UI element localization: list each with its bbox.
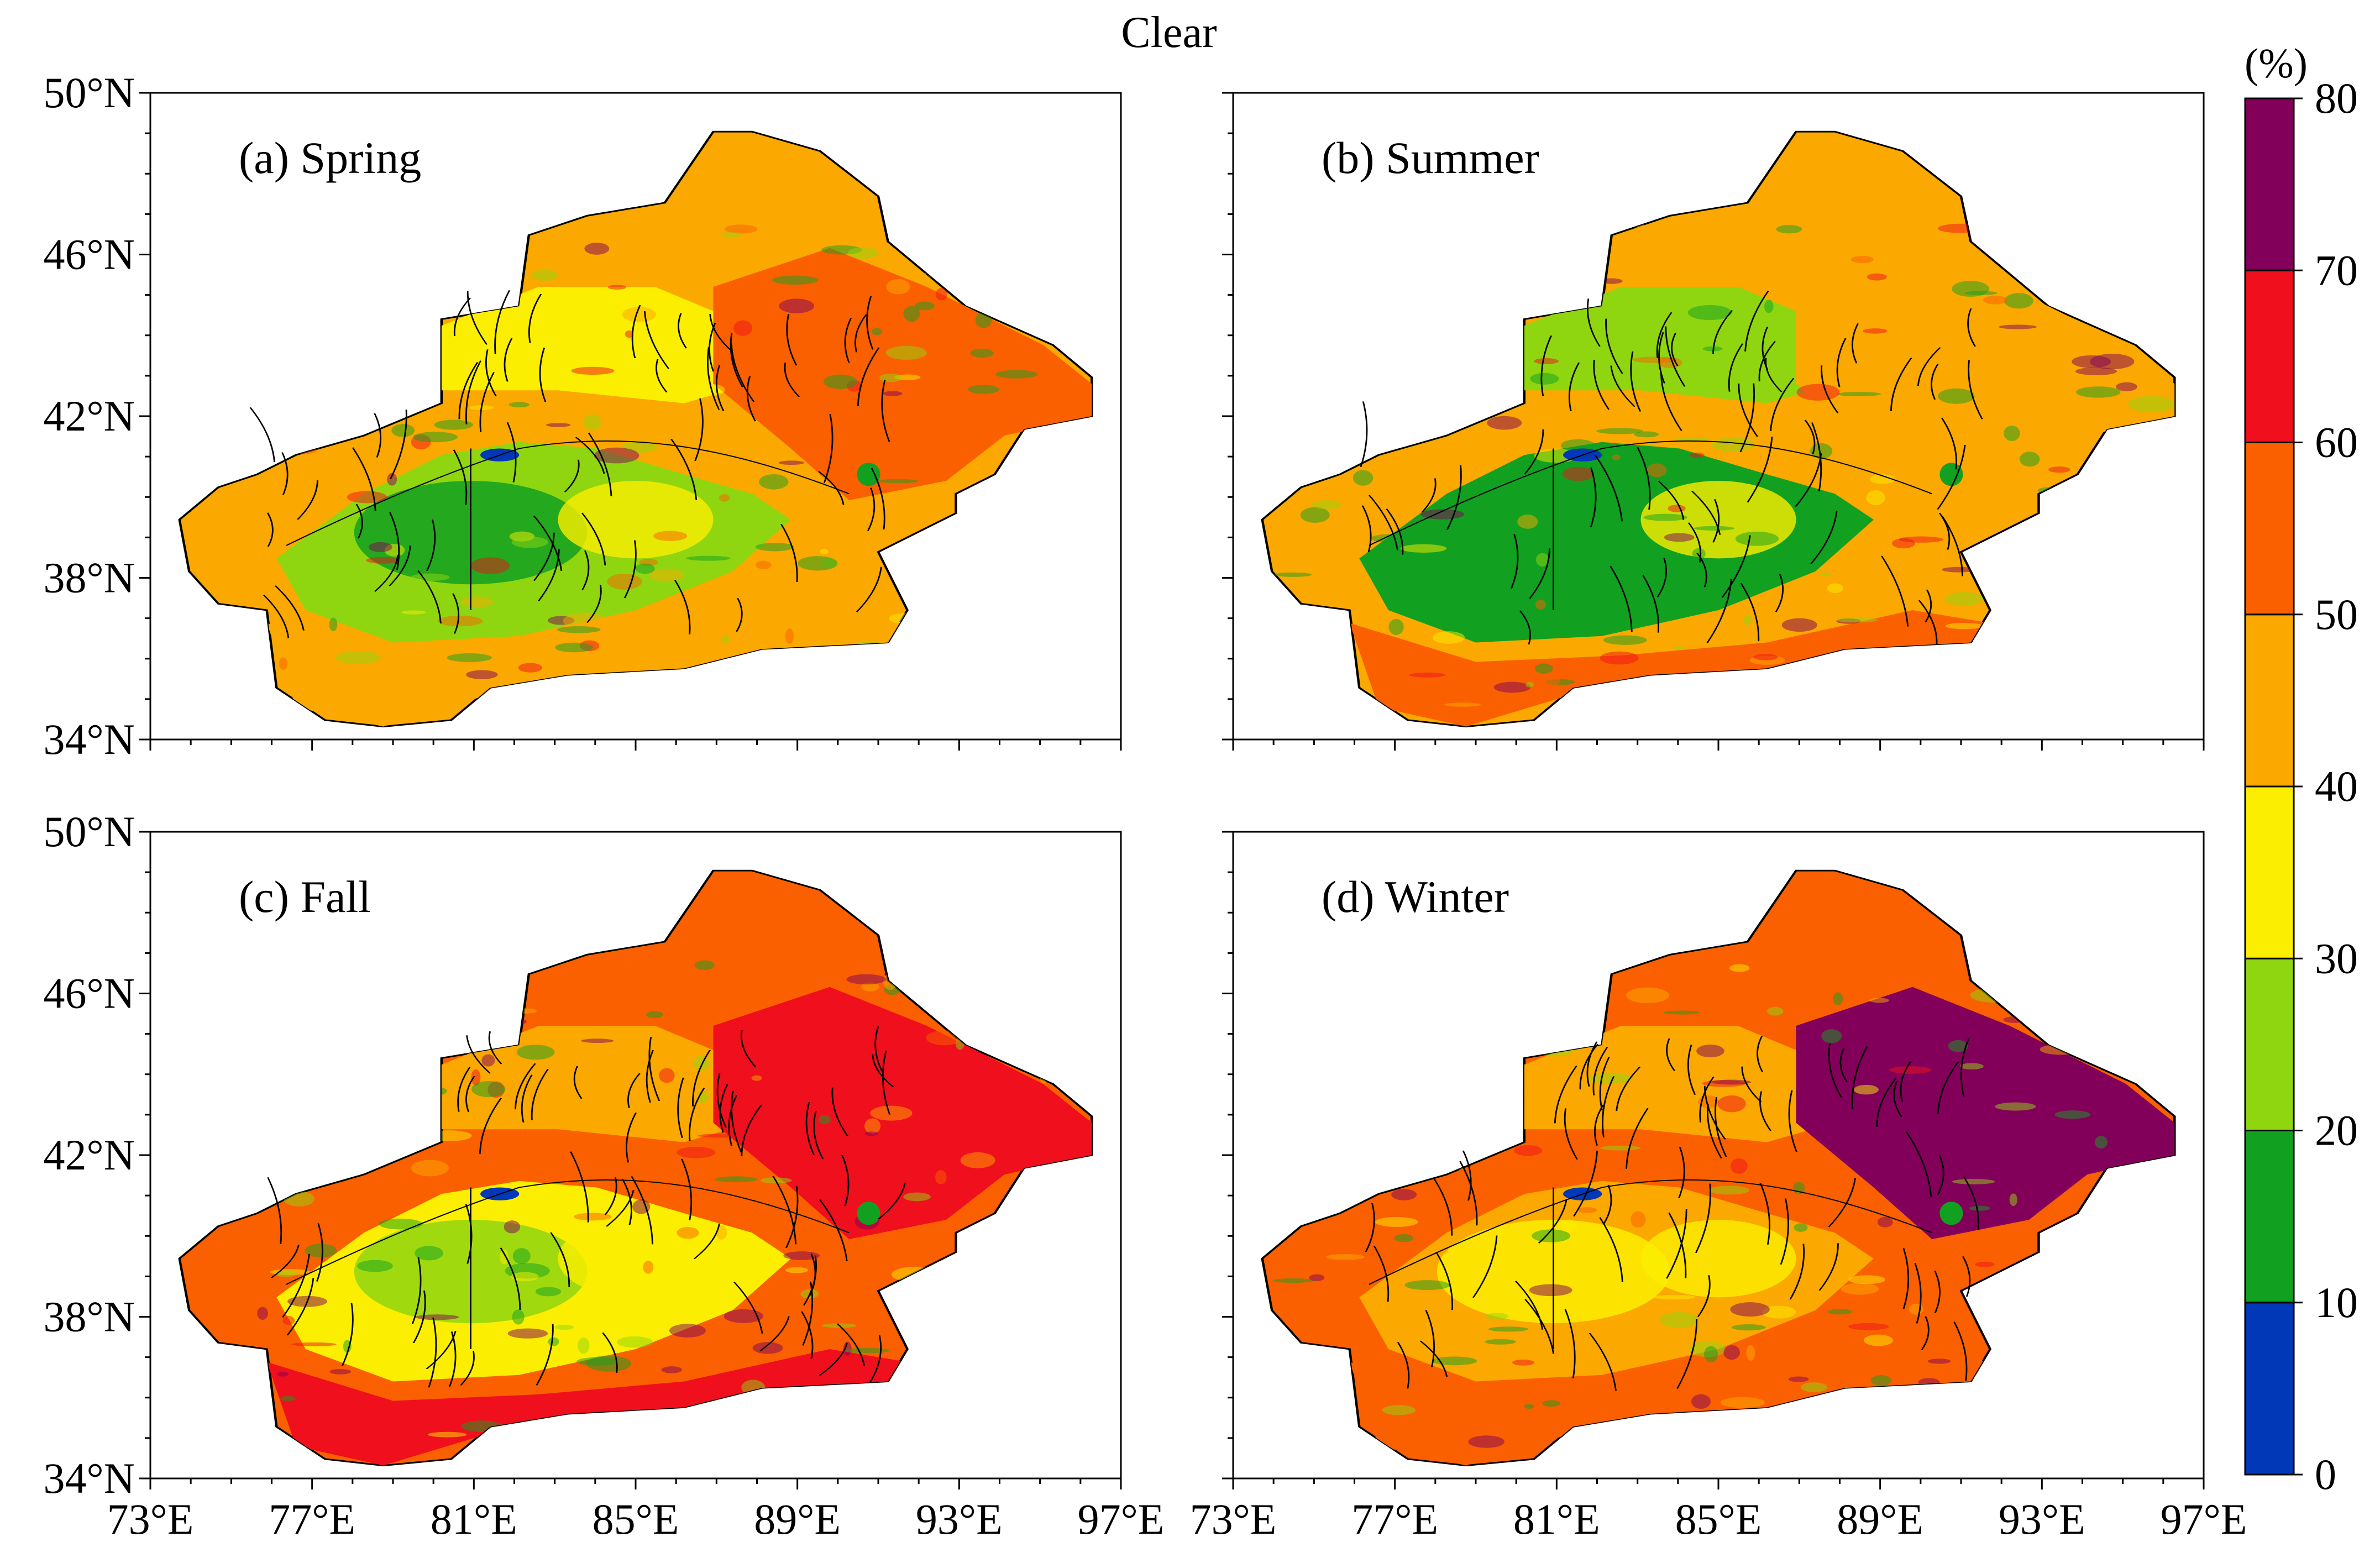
lon-tick-label: 81°E <box>431 1495 517 1543</box>
lat-tick-label: 34°N <box>43 715 135 763</box>
lon-tick-label: 81°E <box>1513 1495 1600 1543</box>
lon-tick-label: 85°E <box>593 1495 679 1543</box>
colorbar-bin <box>2244 97 2295 271</box>
map-panel-winter: (d) Winter 73°E 77°E 81°E 85°E 89°E 93°E 97°E <box>1190 832 2247 1543</box>
map-panel-spring: (a) Spring 50°N 46°N 42°N 38°N 34°N <box>43 69 1121 763</box>
river-lines <box>1360 290 1983 645</box>
lat-tick-label: 34°N <box>43 1454 135 1502</box>
panel-label: (a) Spring <box>239 133 421 183</box>
lon-tick-label: 89°E <box>1837 1495 1923 1543</box>
panel-label: (b) Summer <box>1322 133 1539 183</box>
colorbar-level-label: 30 <box>2315 934 2358 982</box>
lon-tick-label: 73°E <box>107 1495 194 1543</box>
lon-tick-label: 97°E <box>1078 1495 1165 1543</box>
colorbar: (%) 0 10 20 30 40 50 60 70 80 <box>2244 40 2358 1498</box>
colorbar-bin <box>2244 613 2295 788</box>
colorbar-bin <box>2244 785 2295 959</box>
lat-tick-label: 42°N <box>43 392 135 440</box>
colorbar-bin <box>2244 1302 2295 1476</box>
lon-tick-label: 97°E <box>2161 1495 2247 1543</box>
lat-tick-label: 38°N <box>43 1293 135 1341</box>
river-lines <box>267 1026 906 1388</box>
lat-tick-label: 42°N <box>43 1131 135 1179</box>
lon-tick-label: 77°E <box>269 1495 355 1543</box>
lat-tick-label: 38°N <box>43 554 135 602</box>
colorbar-bin <box>2244 442 2295 616</box>
colorbar-level-label: 20 <box>2315 1106 2358 1155</box>
lat-tick-label: 46°N <box>43 230 135 279</box>
colorbar-bin <box>2244 957 2295 1131</box>
panel-label: (d) Winter <box>1322 872 1509 922</box>
panel-label: (c) Fall <box>239 872 371 922</box>
river-lines <box>1365 1036 1980 1391</box>
lon-tick-label: 73°E <box>1190 1495 1277 1543</box>
river-lines <box>249 290 890 638</box>
region-map <box>180 132 1092 726</box>
lon-tick-label: 89°E <box>754 1495 841 1543</box>
colorbar-level-label: 50 <box>2315 590 2358 638</box>
lon-tick-label: 77°E <box>1351 1495 1438 1543</box>
lon-tick-label: 85°E <box>1675 1495 1762 1543</box>
colorbar-unit: (%) <box>2245 40 2308 87</box>
colorbar-level-label: 40 <box>2315 762 2358 810</box>
map-panel-fall: (c) Fall 50°N 46°N 42°N 38°N 34°N73°E 77°E 81°E… <box>43 807 1164 1543</box>
colorbar-level-label: 0 <box>2315 1450 2336 1498</box>
colorbar-level-label: 10 <box>2315 1278 2358 1326</box>
colorbar-bin <box>2244 269 2295 443</box>
lon-tick-label: 93°E <box>1999 1495 2085 1543</box>
colorbar-level-label: 80 <box>2315 74 2358 122</box>
colorbar-bin <box>2244 1130 2295 1304</box>
colorbar-level-label: 70 <box>2315 246 2358 294</box>
lon-tick-label: 93°E <box>916 1495 1003 1543</box>
map-panel-summer: (b) Summer <box>1222 93 2204 751</box>
lat-tick-label: 50°N <box>43 807 135 856</box>
lat-tick-label: 50°N <box>43 69 135 117</box>
colorbar-level-label: 60 <box>2315 418 2358 466</box>
figure-title: Clear <box>1121 8 1217 57</box>
lat-tick-label: 46°N <box>43 969 135 1017</box>
